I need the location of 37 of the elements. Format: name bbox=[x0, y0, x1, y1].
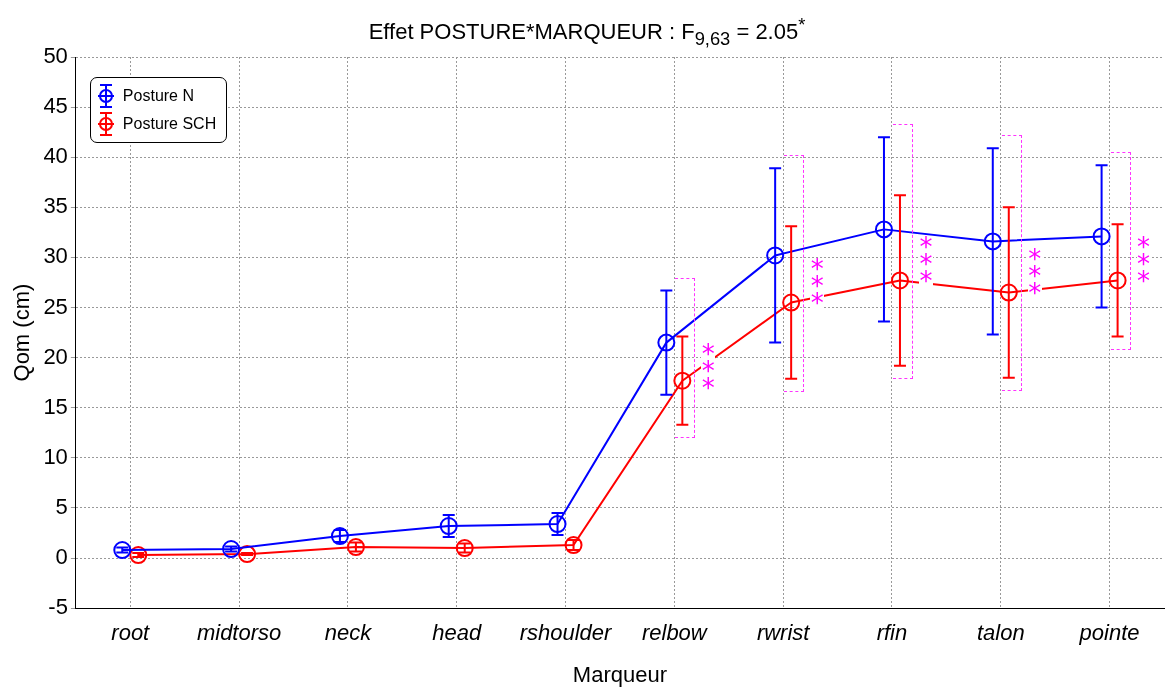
significance-bracket: *** bbox=[1110, 152, 1151, 350]
y-tick-label: 10 bbox=[43, 443, 68, 469]
x-tick-label: talon bbox=[976, 619, 1025, 645]
y-tick-label: 30 bbox=[43, 243, 68, 269]
annotation: *** bbox=[701, 338, 716, 403]
x-tick-label: rwrist bbox=[756, 619, 811, 645]
x-tick-label: midtorso bbox=[196, 619, 282, 645]
y-tick-label: 25 bbox=[43, 293, 68, 319]
x-tick-label: rshoulder bbox=[519, 619, 614, 645]
x-axis-title: Marqueur bbox=[572, 661, 668, 687]
x-tick-label: neck bbox=[324, 619, 373, 645]
y-axis-title: Qom (cm) bbox=[9, 283, 35, 382]
legend-label: Posture SCH bbox=[122, 115, 217, 133]
x-tick-label: root bbox=[111, 619, 151, 645]
annotation: *** bbox=[810, 254, 825, 319]
y-tick-label: -5 bbox=[48, 594, 68, 620]
significance-bracket: *** bbox=[1001, 135, 1042, 391]
x-tick-label: pointe bbox=[1078, 619, 1140, 645]
significance-bracket: *** bbox=[784, 155, 825, 392]
y-tick-label: 50 bbox=[43, 43, 68, 69]
legend-label: Posture N bbox=[122, 87, 194, 105]
chart-title: Effet POSTURE*MARQUEUR : F$_{9,63}$ = 2.05$^{*}$ bbox=[368, 14, 806, 49]
significance-bracket: *** bbox=[892, 124, 933, 379]
y-tick-label: 45 bbox=[43, 93, 68, 119]
y-tick-label: 40 bbox=[43, 143, 68, 169]
annotation: *** bbox=[918, 232, 933, 297]
annotation: *** bbox=[1027, 243, 1042, 308]
y-tick-label: 35 bbox=[43, 193, 68, 219]
y-tick-label: 5 bbox=[55, 494, 68, 520]
significance-bracket: *** bbox=[675, 277, 716, 438]
x-tick-label: rfin bbox=[876, 619, 908, 645]
x-tick-label: relbow bbox=[641, 619, 709, 645]
x-tick-label: head bbox=[432, 619, 482, 645]
y-tick-label: 15 bbox=[43, 393, 68, 419]
y-tick-label: 20 bbox=[43, 343, 68, 369]
y-tick-label: 0 bbox=[55, 544, 68, 570]
annotation: *** bbox=[1136, 231, 1151, 296]
